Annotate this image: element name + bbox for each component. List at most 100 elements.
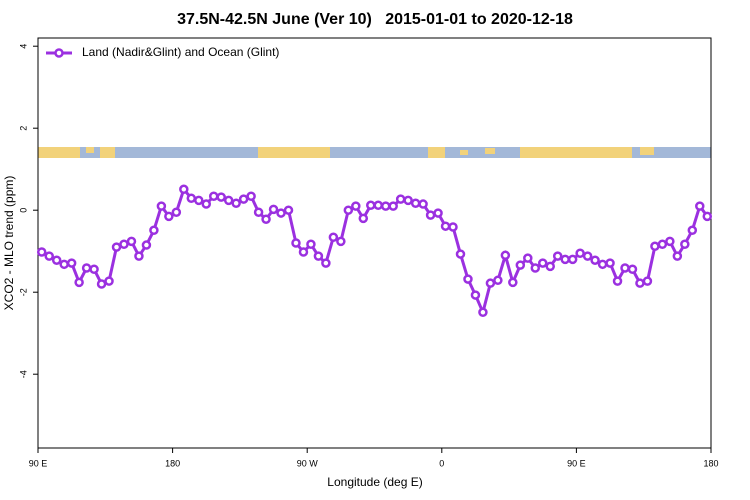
point <box>388 201 398 211</box>
y-axis-label: XCO2 - MLO trend (ppm) <box>2 176 16 311</box>
point <box>111 242 122 252</box>
point <box>253 207 264 217</box>
point <box>336 236 346 247</box>
point <box>485 278 496 288</box>
chart-title: 37.5N-42.5N June (Ver 10) 2015-01-01 to … <box>177 11 573 28</box>
point <box>104 276 114 286</box>
point <box>171 207 182 217</box>
point <box>351 201 361 211</box>
point <box>156 201 167 211</box>
point <box>478 307 488 318</box>
point <box>119 239 129 249</box>
point <box>680 239 690 249</box>
y-tick-label: -4 <box>18 370 28 378</box>
point <box>508 277 518 288</box>
point <box>51 255 62 265</box>
point <box>463 274 473 284</box>
point <box>403 195 413 206</box>
point <box>642 276 653 286</box>
point <box>283 205 294 215</box>
x-tick-label: 180 <box>703 458 718 468</box>
map-strip <box>38 147 711 158</box>
point <box>410 198 421 208</box>
point <box>590 255 600 265</box>
point <box>149 225 159 236</box>
point <box>493 275 503 286</box>
point <box>216 192 226 202</box>
point <box>343 205 354 215</box>
point <box>500 250 511 261</box>
point <box>89 264 99 274</box>
point <box>66 258 77 268</box>
point <box>455 249 466 259</box>
legend-label: Land (Nadir&Glint) and Ocean (Glint) <box>82 45 279 59</box>
point <box>597 259 608 270</box>
point <box>545 261 555 272</box>
point <box>246 191 256 202</box>
point <box>201 199 211 209</box>
point <box>552 251 563 261</box>
point <box>44 251 54 261</box>
point <box>612 276 623 286</box>
point <box>440 221 451 231</box>
plot-frame <box>37 37 712 449</box>
point <box>657 239 668 249</box>
x-tick-label: 90 E <box>29 458 48 468</box>
point <box>96 279 107 289</box>
point <box>306 239 316 249</box>
point <box>470 290 481 300</box>
point <box>141 240 152 250</box>
point <box>208 191 219 202</box>
point <box>134 251 144 261</box>
point <box>515 260 526 270</box>
point <box>702 211 713 222</box>
point <box>687 225 698 236</box>
point <box>268 204 279 215</box>
point <box>395 194 406 204</box>
point <box>223 195 234 206</box>
point <box>291 238 301 248</box>
point <box>298 247 309 257</box>
point <box>575 248 585 258</box>
point <box>523 253 533 263</box>
point <box>620 263 630 273</box>
legend-marker <box>54 48 64 58</box>
point <box>186 193 197 204</box>
point <box>605 258 615 268</box>
point <box>650 241 660 252</box>
point <box>448 222 458 232</box>
point <box>238 194 249 204</box>
point <box>425 210 436 220</box>
point <box>231 198 241 208</box>
point <box>665 236 675 247</box>
point <box>126 236 137 247</box>
point <box>179 184 189 195</box>
point <box>538 258 548 268</box>
point <box>635 278 645 288</box>
point <box>567 254 578 265</box>
point <box>433 208 443 218</box>
x-tick-label: 180 <box>165 458 180 468</box>
point <box>358 213 369 224</box>
point <box>59 259 69 270</box>
point <box>672 251 683 261</box>
point <box>313 251 324 261</box>
x-tick-label: 90 E <box>567 458 586 468</box>
x-tick-label: 90 W <box>297 458 319 468</box>
point <box>695 201 705 211</box>
point <box>366 200 376 211</box>
point <box>194 195 204 206</box>
point <box>373 200 383 211</box>
point <box>36 247 47 257</box>
x-tick-label: 0 <box>439 458 444 468</box>
point <box>276 208 286 218</box>
point <box>380 201 391 211</box>
y-tick-label: -2 <box>18 288 28 296</box>
point <box>81 263 92 273</box>
point <box>627 264 638 274</box>
point <box>164 211 174 222</box>
y-tick-label: 2 <box>18 126 28 131</box>
point <box>418 199 428 209</box>
point <box>74 277 84 288</box>
